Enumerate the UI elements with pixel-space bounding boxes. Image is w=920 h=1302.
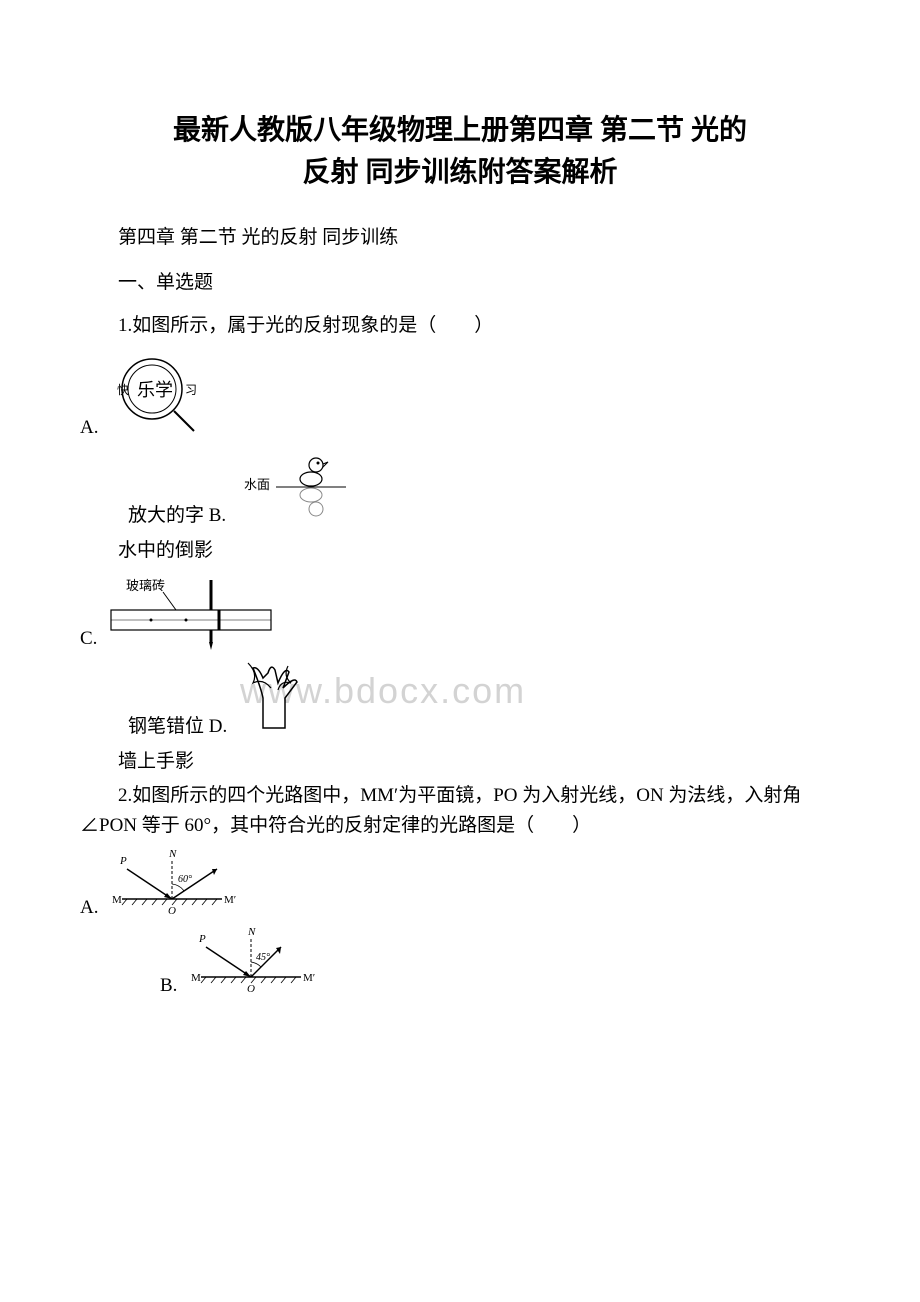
magnifier-left-char: 快 (117, 383, 129, 397)
page-title: 最新人教版八年级物理上册第四章 第二节 光的 反射 同步训练附答案解析 (80, 110, 840, 194)
q2b-O: O (247, 983, 255, 995)
duck-reflection-figure: 水面 (236, 447, 356, 527)
magnifier-figure: 快 乐学 习 (102, 349, 212, 439)
q2a-O: O (168, 905, 176, 917)
q1-stem: 1.如图所示，属于光的反射现象的是（ ） (80, 312, 840, 341)
glass-brick-figure: 玻璃砖 (101, 570, 281, 650)
q2-opta-label: A. (80, 897, 98, 919)
q2a-N: N (168, 849, 177, 860)
q2b-N: N (247, 927, 256, 938)
q2a-Mp: M′ (224, 894, 236, 906)
q2a-P: P (119, 855, 127, 867)
q2-optb-row: B. 45° P N (160, 927, 840, 997)
title-line-2: 反射 同步训练附答案解析 (302, 157, 617, 188)
q1-optc-row: C. 玻璃砖 (80, 570, 840, 650)
q1-optb-caption: 水中的倒影 (80, 535, 840, 562)
q1-opta-caption: 放大的字 B. (128, 500, 226, 527)
q2a-angle: 60° (178, 874, 192, 885)
q2b-Mp: M′ (303, 972, 315, 984)
q2-optb-label: B. (160, 975, 177, 997)
q2a-M: M (112, 894, 122, 906)
q1-optc-caption: 钢笔错位 D. (128, 711, 227, 738)
q2-optb-figure: 45° P N M M′ O (181, 927, 321, 997)
q2-stem-text: 2.如图所示的四个光路图中，MM′为平面镜，PO 为入射光线，ON 为法线，入射… (80, 785, 801, 836)
q2b-angle: 45° (256, 952, 270, 963)
glass-label: 玻璃砖 (126, 578, 165, 593)
q2b-P: P (198, 933, 206, 945)
magnifier-right-char: 习 (185, 383, 197, 397)
document-content: 最新人教版八年级物理上册第四章 第二节 光的 反射 同步训练附答案解析 第四章 … (80, 110, 840, 997)
magnifier-center-char: 乐学 (137, 380, 173, 400)
title-line-1: 最新人教版八年级物理上册第四章 第二节 光的 (173, 115, 747, 146)
section-heading: 一、单选题 (80, 267, 840, 294)
q2b-M: M (191, 972, 201, 984)
q2-opta-figure: 60° P N M M′ O (102, 849, 242, 919)
q2-opta-row: A. (80, 849, 840, 919)
q1-optb-row: 放大的字 B. 水面 (128, 447, 840, 527)
water-label: 水面 (244, 477, 270, 492)
q1-option-a-row: A. 快 乐学 习 (80, 349, 840, 439)
q1-opta-label: A. (80, 417, 98, 439)
hand-shadow-figure (233, 658, 313, 738)
q2-stem: 2.如图所示的四个光路图中，MM′为平面镜，PO 为入射光线，ON 为法线，入射… (80, 781, 840, 842)
q1-optc-label: C. (80, 628, 97, 650)
q1-optd-row: 钢笔错位 D. (128, 658, 840, 738)
subtitle: 第四章 第二节 光的反射 同步训练 (80, 222, 840, 249)
q1-optd-caption: 墙上手影 (80, 746, 840, 773)
